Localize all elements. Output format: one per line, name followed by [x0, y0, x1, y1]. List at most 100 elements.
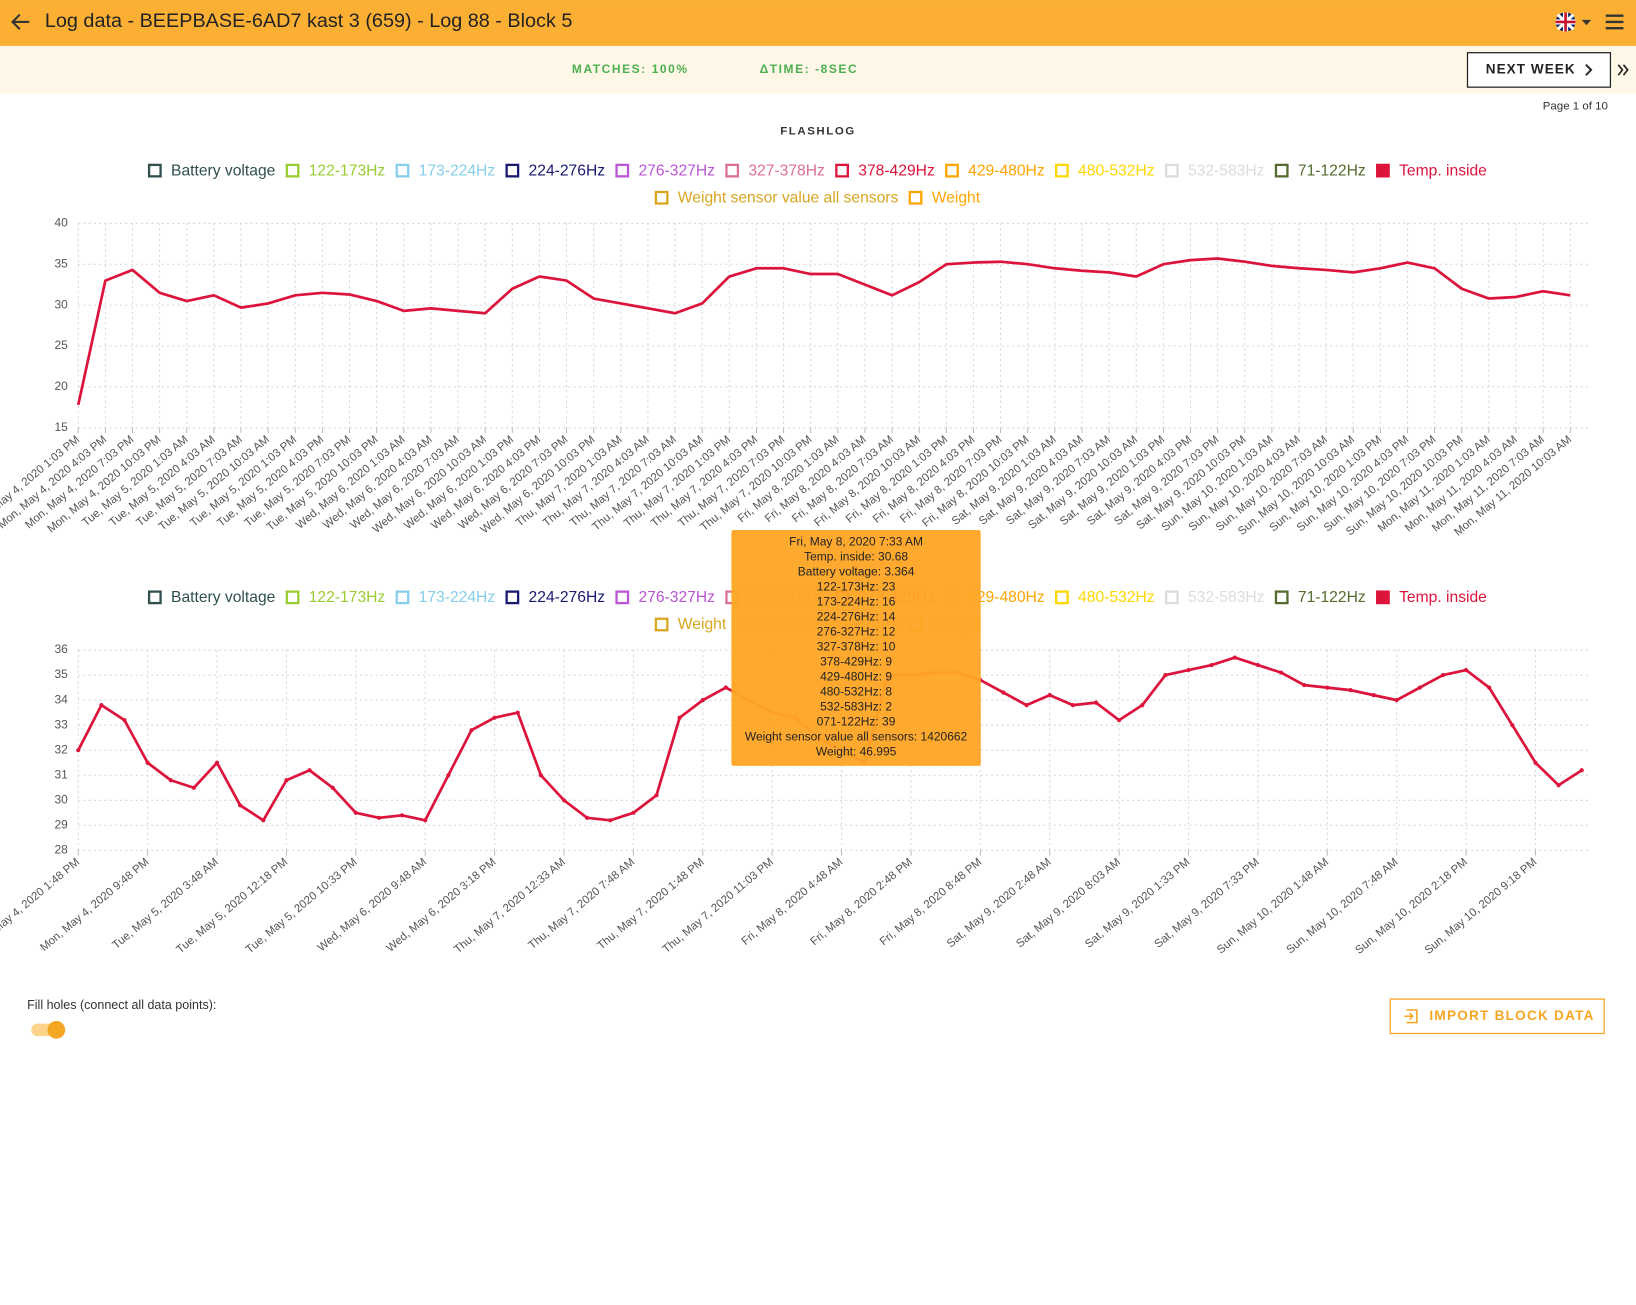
- next-week-label: NEXT WEEK: [1486, 62, 1576, 77]
- tooltip-line: 173-224Hz: 16: [817, 595, 896, 609]
- data-point: [585, 815, 590, 820]
- legend-item[interactable]: 224-276Hz: [505, 589, 606, 606]
- status-bar: [0, 45, 1636, 94]
- page-title: Log data - BEEPBASE-6AD7 kast 3 (659) - …: [45, 10, 573, 32]
- data-point: [538, 773, 543, 778]
- legend-swatch: [395, 590, 410, 605]
- legend-item[interactable]: 532-583Hz: [1164, 589, 1265, 606]
- legend-item[interactable]: Temp. inside: [1376, 162, 1487, 179]
- fill-holes-label: Fill holes (connect all data points):: [27, 998, 216, 1012]
- data-point: [238, 803, 243, 808]
- legend-item[interactable]: 276-327Hz: [615, 162, 716, 179]
- data-point: [1417, 685, 1422, 690]
- legend-item[interactable]: Temp. inside: [1376, 589, 1487, 606]
- data-point: [1163, 673, 1168, 678]
- data-point: [261, 818, 266, 823]
- legend-item[interactable]: Battery voltage: [147, 162, 275, 179]
- data-point: [353, 810, 358, 815]
- x-tick-label: Tue, May 5, 2020 10:33 PM: [244, 856, 360, 956]
- data-point: [1070, 703, 1075, 708]
- data-point: [1487, 685, 1492, 690]
- legend-item[interactable]: 480-532Hz: [1055, 589, 1155, 606]
- data-point: [1093, 700, 1099, 705]
- x-tick-label: Wed, May 6, 2020 3:18 PM: [384, 856, 498, 954]
- legend-item[interactable]: Battery voltage: [147, 589, 275, 606]
- data-point: [1209, 662, 1214, 668]
- import-button[interactable]: IMPORT BLOCK DATA: [1389, 998, 1605, 1035]
- x-tick-label: Sun, May 10, 2020 9:18 PM: [1423, 856, 1540, 957]
- language-flag[interactable]: [1555, 12, 1592, 32]
- time-offset: ΔTIME: -8SEC: [760, 62, 859, 76]
- next-week-button[interactable]: NEXT WEEK: [1466, 52, 1612, 88]
- legend-item[interactable]: 327-378Hz: [725, 162, 825, 179]
- data-point: [1510, 723, 1515, 728]
- data-point: [723, 685, 728, 690]
- data-point: [191, 785, 196, 790]
- legend-item[interactable]: 480-532Hz: [1055, 162, 1155, 179]
- legend-item[interactable]: Weight: [908, 189, 981, 206]
- y-tick-label: 30: [54, 297, 68, 311]
- legend-item[interactable]: 122-173Hz: [285, 162, 386, 179]
- legend-item[interactable]: 429-480Hz: [945, 162, 1045, 179]
- legend-label: Weight sensor value all sensors: [678, 189, 899, 206]
- y-tick-label: 25: [54, 338, 68, 352]
- data-point: [1371, 693, 1376, 698]
- data-point: [214, 760, 220, 765]
- tooltip-line: Fri, May 8, 2020 7:33 AM: [789, 535, 923, 549]
- y-tick-label: 36: [54, 642, 68, 656]
- legend-swatch: [1274, 590, 1289, 605]
- data-point: [608, 818, 613, 823]
- data-point: [1440, 673, 1446, 678]
- data-point: [1232, 655, 1237, 660]
- y-tick-label: 32: [54, 742, 68, 756]
- legend-label: Temp. inside: [1399, 589, 1487, 606]
- legend-swatch: [654, 190, 669, 205]
- legend-item[interactable]: Weight sensor value all sensors: [654, 189, 899, 206]
- data-point: [631, 810, 636, 815]
- x-tick-label: Sun, May 10, 2020 2:18 PM: [1353, 856, 1470, 957]
- legend-label: Temp. inside: [1399, 162, 1487, 179]
- y-tick-label: 40: [54, 215, 68, 229]
- last-page-button[interactable]: [1617, 64, 1629, 76]
- data-point: [1186, 667, 1191, 673]
- legend-swatch: [654, 617, 669, 632]
- back-button[interactable]: [11, 13, 30, 30]
- legend-item[interactable]: 71-122Hz: [1274, 589, 1366, 606]
- data-point: [1464, 667, 1469, 673]
- y-tick-label: 33: [54, 717, 68, 731]
- legend-item[interactable]: 122-173Hz: [285, 589, 386, 606]
- legend-swatch: [1164, 590, 1179, 605]
- legend-label: 122-173Hz: [309, 162, 386, 179]
- legend-item[interactable]: 173-224Hz: [395, 589, 496, 606]
- data-point: [168, 778, 173, 783]
- legend-item[interactable]: 173-224Hz: [395, 162, 496, 179]
- data-point: [1278, 670, 1284, 675]
- legend-item[interactable]: 378-429Hz: [835, 162, 935, 179]
- data-point: [1533, 760, 1538, 765]
- tooltip-line: 122-173Hz: 23: [817, 580, 896, 594]
- data-point: [399, 813, 405, 818]
- x-tick-label: Mon, May 4, 2020 1:48 PM: [0, 856, 82, 954]
- data-point: [700, 698, 705, 703]
- legend-swatch: [285, 163, 300, 178]
- legend-item[interactable]: 224-276Hz: [505, 162, 606, 179]
- legend-swatch: [1055, 590, 1069, 605]
- y-tick-label: 30: [54, 792, 68, 806]
- tooltip-line: 071-122Hz: 39: [817, 714, 896, 728]
- legend-item[interactable]: 71-122Hz: [1274, 162, 1366, 179]
- menu-button[interactable]: [1605, 14, 1624, 30]
- legend-item[interactable]: 276-327Hz: [615, 589, 716, 606]
- tooltip-box: [731, 530, 981, 766]
- fill-holes-toggle[interactable]: [31, 1020, 66, 1039]
- data-point: [423, 818, 428, 823]
- legend-swatch: [1376, 163, 1390, 178]
- data-point: [1024, 703, 1029, 708]
- data-point: [376, 815, 382, 820]
- legend-item[interactable]: 532-583Hz: [1164, 162, 1265, 179]
- data-point: [1255, 662, 1261, 668]
- legend-label: Weight: [932, 189, 981, 206]
- legend-swatch: [505, 163, 520, 178]
